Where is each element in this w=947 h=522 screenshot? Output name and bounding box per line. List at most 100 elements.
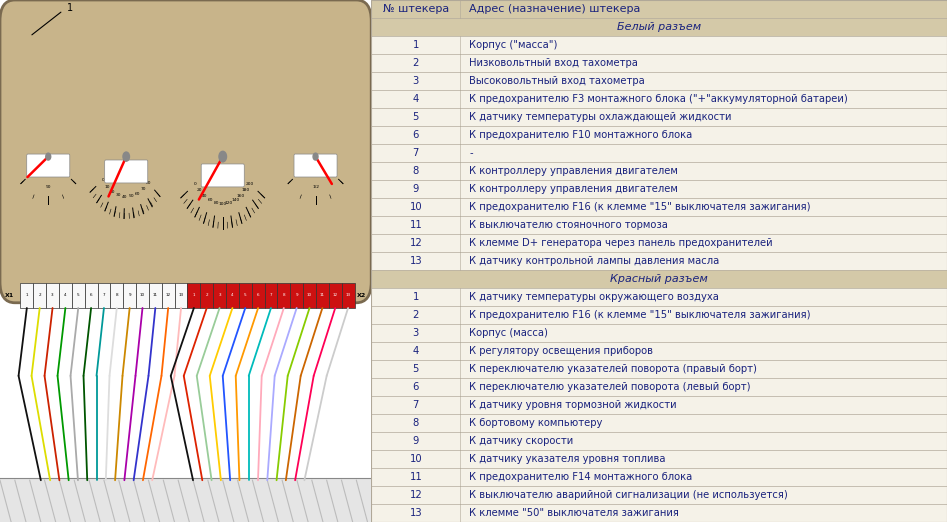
- Text: К предохранителю F16 (к клемме "15" выключателя зажигания): К предохранителю F16 (к клемме "15" выкл…: [469, 202, 811, 212]
- Text: К предохранителю F3 монтажного блока ("+"аккумуляторной батареи): К предохранителю F3 монтажного блока ("+…: [469, 94, 848, 104]
- Text: 0: 0: [296, 172, 299, 176]
- FancyBboxPatch shape: [27, 154, 70, 177]
- Text: К датчику контрольной лампы давления масла: К датчику контрольной лампы давления мас…: [469, 256, 720, 266]
- Text: 120: 120: [225, 200, 233, 205]
- Bar: [371, 54, 947, 72]
- Bar: [21, 283, 33, 308]
- Text: 10: 10: [409, 202, 422, 212]
- Bar: [371, 378, 947, 396]
- Text: 8: 8: [282, 293, 285, 298]
- FancyBboxPatch shape: [0, 0, 371, 303]
- Text: К датчику температуры окружающего воздуха: К датчику температуры окружающего воздух…: [469, 292, 719, 302]
- Text: 40: 40: [202, 194, 207, 198]
- Text: 12: 12: [409, 238, 422, 248]
- Bar: [371, 180, 947, 198]
- Text: К датчику температуры охлаждающей жидкости: К датчику температуры охлаждающей жидкос…: [469, 112, 732, 122]
- Text: 8: 8: [413, 166, 419, 176]
- Bar: [371, 360, 947, 378]
- Text: 9: 9: [413, 184, 419, 194]
- Text: Красный разъем: Красный разъем: [610, 274, 708, 284]
- Text: 13: 13: [346, 293, 350, 298]
- Text: 30: 30: [116, 194, 121, 197]
- Bar: [0, 478, 371, 522]
- Bar: [371, 252, 947, 270]
- Text: К выключателю стояночного тормоза: К выключателю стояночного тормоза: [469, 220, 668, 230]
- Text: 11: 11: [152, 293, 158, 298]
- Bar: [371, 396, 947, 414]
- Bar: [371, 18, 947, 36]
- Bar: [149, 283, 162, 308]
- Text: 12: 12: [332, 293, 338, 298]
- Text: 90: 90: [45, 185, 51, 189]
- Text: 3: 3: [413, 76, 419, 86]
- Bar: [371, 198, 947, 216]
- Bar: [371, 216, 947, 234]
- Text: 0: 0: [194, 182, 197, 185]
- Bar: [371, 0, 947, 18]
- Bar: [371, 450, 947, 468]
- Text: Корпус (масса): Корпус (масса): [469, 328, 548, 338]
- Bar: [136, 283, 149, 308]
- Text: К предохранителю F16 (к клемме "15" выключателя зажигания): К предохранителю F16 (к клемме "15" выкл…: [469, 310, 811, 320]
- Text: 4: 4: [64, 293, 66, 298]
- Text: 130: 130: [63, 172, 70, 176]
- Text: 5: 5: [413, 364, 419, 374]
- Text: 1: 1: [413, 292, 419, 302]
- Bar: [98, 283, 111, 308]
- Bar: [371, 414, 947, 432]
- Bar: [226, 283, 239, 308]
- Text: К контроллеру управления двигателем: К контроллеру управления двигателем: [469, 184, 678, 194]
- Text: 13: 13: [409, 508, 422, 518]
- Bar: [371, 36, 947, 54]
- Circle shape: [45, 153, 51, 160]
- Text: К клемме D+ генератора через панель предохранителей: К клемме D+ генератора через панель пред…: [469, 238, 773, 248]
- Text: 11: 11: [409, 220, 422, 230]
- Text: 1: 1: [67, 3, 73, 13]
- Text: 3: 3: [218, 293, 221, 298]
- Text: 7: 7: [270, 293, 273, 298]
- Text: 9: 9: [413, 436, 419, 446]
- Bar: [371, 144, 947, 162]
- FancyBboxPatch shape: [294, 154, 337, 177]
- Circle shape: [219, 151, 226, 162]
- Text: 7: 7: [413, 148, 419, 158]
- Text: 80: 80: [146, 181, 151, 185]
- Bar: [371, 90, 947, 108]
- Text: 3: 3: [51, 293, 54, 298]
- Text: 0: 0: [101, 178, 104, 182]
- Bar: [371, 234, 947, 252]
- Text: 40: 40: [122, 195, 128, 199]
- Bar: [174, 283, 188, 308]
- Text: 10: 10: [140, 293, 145, 298]
- Text: Адрес (назначение) штекера: Адрес (назначение) штекера: [469, 4, 640, 14]
- Text: 100: 100: [219, 201, 227, 206]
- Bar: [342, 283, 354, 308]
- Text: К предохранителю F10 монтажного блока: К предохранителю F10 монтажного блока: [469, 130, 692, 140]
- Text: 10: 10: [409, 454, 422, 464]
- Bar: [123, 283, 136, 308]
- Text: Высоковольтный вход тахометра: Высоковольтный вход тахометра: [469, 76, 645, 86]
- Text: 6: 6: [413, 130, 419, 140]
- Text: 4: 4: [413, 346, 419, 356]
- Text: К датчику уровня тормозной жидкости: К датчику уровня тормозной жидкости: [469, 400, 677, 410]
- Text: 200: 200: [246, 182, 254, 185]
- Text: -: -: [469, 148, 473, 158]
- Bar: [264, 283, 277, 308]
- Text: 13: 13: [409, 256, 422, 266]
- Text: К переключателю указателей поворота (левый борт): К переключателю указателей поворота (лев…: [469, 382, 751, 392]
- Text: Корпус ("масса"): Корпус ("масса"): [469, 40, 558, 50]
- Text: 8: 8: [116, 293, 118, 298]
- Bar: [371, 270, 947, 288]
- Text: 1: 1: [413, 40, 419, 50]
- Bar: [371, 504, 947, 522]
- Text: 2: 2: [413, 310, 419, 320]
- Text: 7: 7: [413, 400, 419, 410]
- Text: 2: 2: [39, 293, 41, 298]
- Text: К регулятору освещения приборов: К регулятору освещения приборов: [469, 346, 653, 356]
- Bar: [371, 126, 947, 144]
- Text: К датчику скорости: К датчику скорости: [469, 436, 573, 446]
- Circle shape: [313, 153, 318, 160]
- Text: К предохранителю F14 монтажного блока: К предохранителю F14 монтажного блока: [469, 472, 692, 482]
- Text: 50: 50: [129, 194, 134, 198]
- Text: К переключателю указателей поворота (правый борт): К переключателю указателей поворота (пра…: [469, 364, 757, 374]
